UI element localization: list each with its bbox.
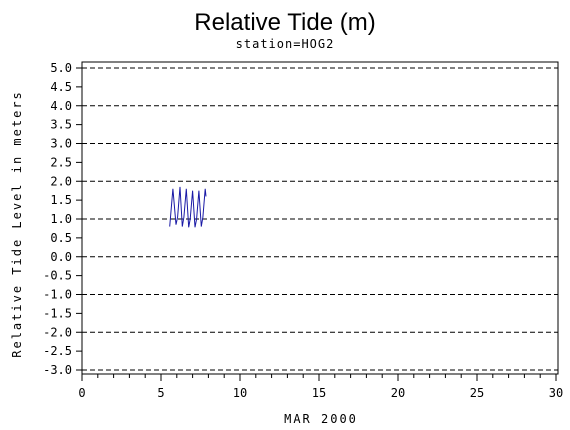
chart-subtitle: station=HOG2 — [236, 37, 335, 51]
tide-series-line — [169, 186, 207, 228]
x-tick-label: 5 — [157, 386, 164, 400]
y-tick-label: -1.5 — [43, 306, 72, 320]
y-tick-label: 1.5 — [50, 193, 72, 207]
y-tick-label: -1.0 — [43, 288, 72, 302]
y-tick-label: 2.5 — [50, 155, 72, 169]
x-tick-label: 15 — [312, 386, 326, 400]
x-axis-label: MAR 2000 — [284, 412, 358, 426]
x-tick-label: 0 — [78, 386, 85, 400]
x-axis: 0 5 10 15 20 25 30 — [78, 374, 563, 400]
x-tick-label: 30 — [549, 386, 563, 400]
x-tick-label: 25 — [470, 386, 484, 400]
y-tick-label: 2.0 — [50, 174, 72, 188]
series-layer — [169, 186, 207, 228]
y-tick-label: 0.0 — [50, 250, 72, 264]
chart-title: Relative Tide (m) — [194, 9, 375, 36]
y-tick-label: 3.0 — [50, 137, 72, 151]
y-axis: 5.0 4.5 4.0 3.5 3.0 2.5 2.0 1.5 1.0 0.5 0.0 -0.5 -1.… — [43, 61, 82, 377]
y-tick-label: 0.5 — [50, 231, 72, 245]
y-axis-label: Relative Tide Level in meters — [10, 90, 24, 358]
y-tick-label: 1.0 — [50, 212, 72, 226]
x-tick-label: 20 — [391, 386, 405, 400]
y-tick-label: 4.0 — [50, 99, 72, 113]
y-tick-label: 5.0 — [50, 61, 72, 75]
y-tick-label: -3.0 — [43, 363, 72, 377]
y-tick-label: -2.5 — [43, 344, 72, 358]
plot-frame — [81, 61, 559, 375]
y-tick-label: -2.0 — [43, 325, 72, 339]
gridlines — [82, 67, 558, 371]
y-tick-label: 4.5 — [50, 80, 72, 94]
y-tick-label: -0.5 — [43, 269, 72, 283]
y-tick-label: 3.5 — [50, 118, 72, 132]
x-tick-label: 10 — [233, 386, 247, 400]
